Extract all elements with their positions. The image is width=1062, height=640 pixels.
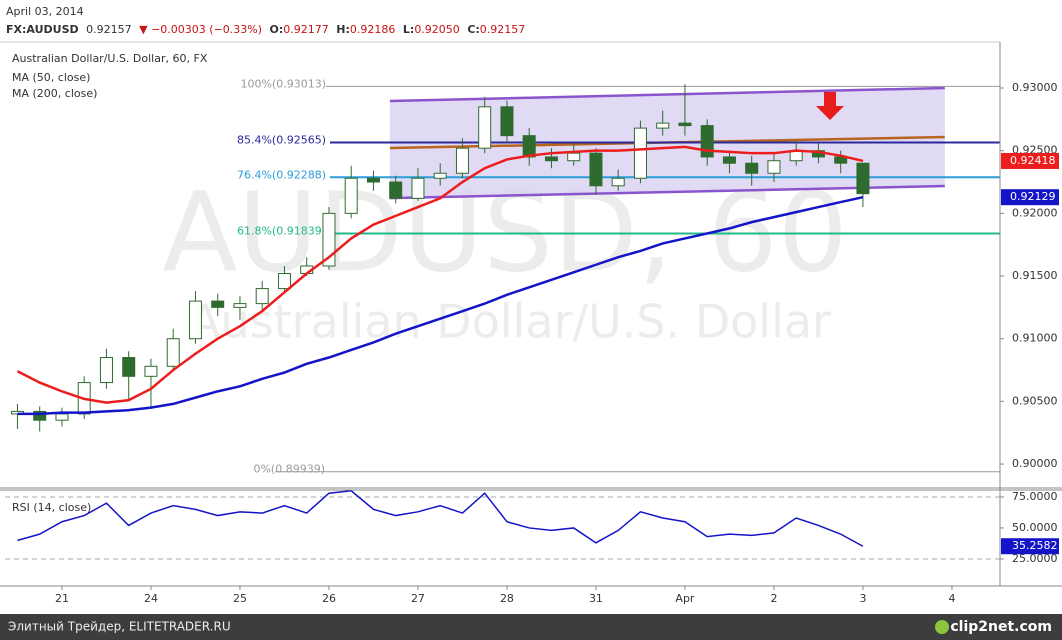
candle-body <box>500 106 514 137</box>
candle-body <box>633 127 647 179</box>
x-tick-label: 4 <box>948 592 955 605</box>
candle-body <box>567 152 581 162</box>
legend-entry: Australian Dollar/U.S. Dollar, 60, FX <box>12 52 208 65</box>
y-tick-label: 0.91500 <box>1012 269 1058 282</box>
candle-body <box>211 300 225 308</box>
footer-brand: clip2net.com <box>950 619 1052 635</box>
date: April 03, 2014 <box>6 5 84 18</box>
x-tick-label: 27 <box>411 592 425 605</box>
candle-body <box>166 338 180 367</box>
candle-body <box>55 413 69 421</box>
candle-body <box>745 162 759 174</box>
candle-body <box>455 147 469 174</box>
candle-body <box>322 212 336 267</box>
candle-body <box>366 177 380 183</box>
candle-body <box>277 273 291 290</box>
symbol: FX:AUDUSD <box>6 23 79 36</box>
y-tick-label: 25.0000 <box>1012 552 1058 565</box>
y-tick-label: 0.90500 <box>1012 394 1058 407</box>
fib-label: 61.8%(0.91839) <box>237 225 326 238</box>
footer-text: Элитный Трейдер, ELITETRADER.RU <box>8 620 231 634</box>
candle-body <box>99 357 113 384</box>
candle-body <box>589 152 603 187</box>
candle-body <box>722 156 736 164</box>
change: ▼ −0.00303 (−0.33%) <box>139 23 262 36</box>
candle-body <box>255 288 269 305</box>
legend-entry: MA (50, close) <box>12 71 90 84</box>
x-tick-label: 25 <box>233 592 247 605</box>
candle-body <box>678 122 692 127</box>
x-tick-label: 21 <box>55 592 69 605</box>
fib-label: 76.4%(0.92288) <box>237 168 326 181</box>
ohlc-value: 0.92186 <box>350 23 396 36</box>
x-tick-label: 28 <box>500 592 514 605</box>
value-tag <box>1001 538 1059 555</box>
ohlc-value: 0.92157 <box>480 23 526 36</box>
candle-body <box>344 177 358 214</box>
ohlc-label: C: <box>467 23 479 36</box>
candle-body <box>767 160 781 174</box>
legend-entry: MA (200, close) <box>12 87 97 100</box>
x-tick-label: Apr <box>675 592 695 605</box>
x-tick-label: 3 <box>859 592 866 605</box>
fib-label: 85.4%(0.92565) <box>237 134 326 147</box>
price-tag-label: 0.92129 <box>1010 190 1056 203</box>
y-tick-label: 0.90000 <box>1012 457 1058 470</box>
ohlc-value: 0.92177 <box>283 23 329 36</box>
y-tick-label: 0.93000 <box>1012 81 1058 94</box>
y-tick-label: 0.92000 <box>1012 206 1058 219</box>
ma-line <box>17 195 864 416</box>
y-tick-label: 50.0000 <box>1012 521 1058 534</box>
ohlc-value: 0.92050 <box>414 23 460 36</box>
ma-line <box>16 145 864 404</box>
candle-body <box>611 177 625 187</box>
candle-body <box>478 106 492 149</box>
candle-body <box>122 357 136 377</box>
candle-body <box>389 181 403 199</box>
rsi-line <box>17 489 864 547</box>
y-tick-label: 75.0000 <box>1012 490 1058 503</box>
candle-body <box>856 162 870 195</box>
trend-line <box>389 86 945 103</box>
candle-body <box>433 172 447 179</box>
footer-bar <box>0 614 1062 640</box>
legend-entry: RSI (14, close) <box>12 501 91 514</box>
candle-body <box>700 125 714 158</box>
last-price: 0.92157 <box>86 23 132 36</box>
candle-body <box>411 177 425 199</box>
logo <box>935 620 949 634</box>
candle-body <box>544 156 558 162</box>
candle-body <box>522 135 536 158</box>
ohlc-label: H: <box>336 23 350 36</box>
x-tick-label: 31 <box>589 592 603 605</box>
x-tick-label: 26 <box>322 592 336 605</box>
candle-body <box>656 122 670 129</box>
ohlc-label: L: <box>403 23 414 36</box>
fib-label: 100%(0.93013) <box>240 77 326 90</box>
ohlc-label: O: <box>270 23 284 36</box>
y-tick-label: 0.91000 <box>1012 332 1058 345</box>
candle-body <box>33 410 47 421</box>
x-tick-label: 2 <box>770 592 777 605</box>
price-tag-label: 0.92418 <box>1010 154 1056 167</box>
trend-line <box>389 184 945 200</box>
price-tag <box>1001 152 1059 169</box>
down-arrow <box>816 92 844 120</box>
value-tag-label: 35.2582 <box>1012 539 1058 552</box>
x-tick-label: 24 <box>144 592 158 605</box>
candle-body <box>188 300 202 340</box>
candle-body <box>233 303 247 308</box>
fib-label: 0%(0.89939) <box>253 463 325 476</box>
quote-line: FX:AUDUSD 0.92157 ▼ −0.00303 (−0.33%) O:… <box>6 23 525 36</box>
candle-body <box>144 365 158 377</box>
price-tag <box>1001 189 1059 206</box>
watermark: Australian Dollar/U.S. Dollar <box>189 295 831 349</box>
